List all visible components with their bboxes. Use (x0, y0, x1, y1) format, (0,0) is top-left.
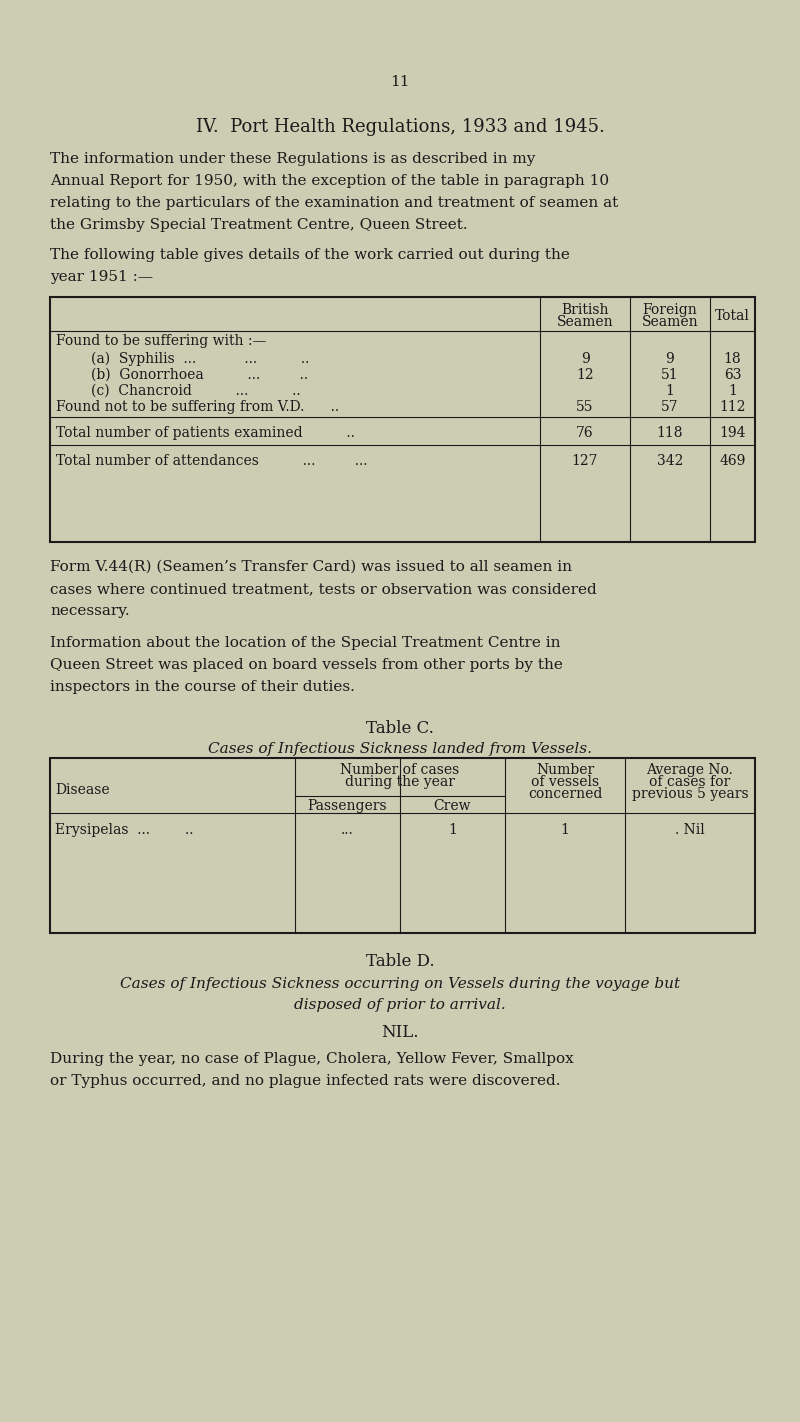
Text: 63: 63 (724, 368, 742, 383)
Text: Seamen: Seamen (557, 316, 614, 328)
Text: 469: 469 (719, 454, 746, 468)
Text: Passengers: Passengers (308, 799, 387, 813)
Text: 18: 18 (724, 353, 742, 365)
Text: relating to the particulars of the examination and treatment of seamen at: relating to the particulars of the exami… (50, 196, 618, 210)
Text: Foreign: Foreign (642, 303, 698, 317)
Text: The following table gives details of the work carried out during the: The following table gives details of the… (50, 247, 570, 262)
Text: . Nil: . Nil (675, 823, 705, 838)
Text: Number: Number (536, 764, 594, 776)
Text: 127: 127 (572, 454, 598, 468)
Text: 1: 1 (561, 823, 570, 838)
Text: during the year: during the year (345, 775, 455, 789)
Text: Erysipelas  ...        ..: Erysipelas ... .. (55, 823, 194, 838)
Text: NIL.: NIL. (382, 1024, 418, 1041)
Text: (b)  Gonorrhoea          ...         ..: (b) Gonorrhoea ... .. (56, 368, 308, 383)
Text: ...: ... (341, 823, 354, 838)
Text: Disease: Disease (55, 784, 110, 796)
Text: Average No.: Average No. (646, 764, 734, 776)
Text: Table C.: Table C. (366, 720, 434, 737)
Text: Cases of Infectious Sickness landed from Vessels.: Cases of Infectious Sickness landed from… (208, 742, 592, 757)
Text: 342: 342 (657, 454, 683, 468)
Text: 1: 1 (448, 823, 457, 838)
Text: 1: 1 (728, 384, 737, 398)
Text: (c)  Chancroid          ...          ..: (c) Chancroid ... .. (56, 384, 301, 398)
Text: year 1951 :—: year 1951 :— (50, 270, 153, 284)
Text: disposed of prior to arrival.: disposed of prior to arrival. (294, 998, 506, 1012)
Text: 55: 55 (576, 400, 594, 414)
Text: Seamen: Seamen (642, 316, 698, 328)
Text: 76: 76 (576, 427, 594, 439)
Text: IV.  Port Health Regulations, 1933 and 1945.: IV. Port Health Regulations, 1933 and 19… (195, 118, 605, 137)
Text: Queen Street was placed on board vessels from other ports by the: Queen Street was placed on board vessels… (50, 658, 563, 673)
Text: Total: Total (715, 309, 750, 323)
Text: Number of cases: Number of cases (340, 764, 460, 776)
Text: Annual Report for 1950, with the exception of the table in paragraph 10: Annual Report for 1950, with the excepti… (50, 173, 609, 188)
Text: Table D.: Table D. (366, 953, 434, 970)
Text: 1: 1 (666, 384, 674, 398)
Text: Found not to be suffering from V.D.      ..: Found not to be suffering from V.D. .. (56, 400, 339, 414)
Text: 12: 12 (576, 368, 594, 383)
Text: 194: 194 (719, 427, 746, 439)
Text: Form V.44(R) (Seamen’s Transfer Card) was issued to all seamen in: Form V.44(R) (Seamen’s Transfer Card) wa… (50, 560, 572, 574)
Bar (50, 758, 755, 933)
Text: British: British (562, 303, 609, 317)
Text: or Typhus occurred, and no plague infected rats were discovered.: or Typhus occurred, and no plague infect… (50, 1074, 561, 1088)
Text: cases where continued treatment, tests or observation was considered: cases where continued treatment, tests o… (50, 582, 597, 596)
Text: Crew: Crew (434, 799, 471, 813)
Text: Total number of patients examined          ..: Total number of patients examined .. (56, 427, 355, 439)
Text: 112: 112 (719, 400, 746, 414)
Text: 9: 9 (666, 353, 674, 365)
Bar (50, 297, 755, 542)
Text: 118: 118 (657, 427, 683, 439)
Text: concerned: concerned (528, 786, 602, 801)
Text: 51: 51 (661, 368, 679, 383)
Text: of vessels: of vessels (531, 775, 599, 789)
Text: Found to be suffering with :—: Found to be suffering with :— (56, 334, 266, 348)
Text: Cases of Infectious Sickness occurring on Vessels during the voyage but: Cases of Infectious Sickness occurring o… (120, 977, 680, 991)
Text: 57: 57 (661, 400, 679, 414)
Text: 11: 11 (390, 75, 410, 90)
Text: Information about the location of the Special Treatment Centre in: Information about the location of the Sp… (50, 636, 561, 650)
Text: 9: 9 (581, 353, 590, 365)
Text: necessary.: necessary. (50, 604, 130, 619)
Text: During the year, no case of Plague, Cholera, Yellow Fever, Smallpox: During the year, no case of Plague, Chol… (50, 1052, 574, 1066)
Text: previous 5 years: previous 5 years (632, 786, 748, 801)
Text: Total number of attendances          ...         ...: Total number of attendances ... ... (56, 454, 367, 468)
Text: (a)  Syphilis  ...           ...          ..: (a) Syphilis ... ... .. (56, 353, 310, 367)
Text: inspectors in the course of their duties.: inspectors in the course of their duties… (50, 680, 355, 694)
Text: The information under these Regulations is as described in my: The information under these Regulations … (50, 152, 535, 166)
Text: of cases for: of cases for (650, 775, 730, 789)
Text: the Grimsby Special Treatment Centre, Queen Street.: the Grimsby Special Treatment Centre, Qu… (50, 218, 468, 232)
